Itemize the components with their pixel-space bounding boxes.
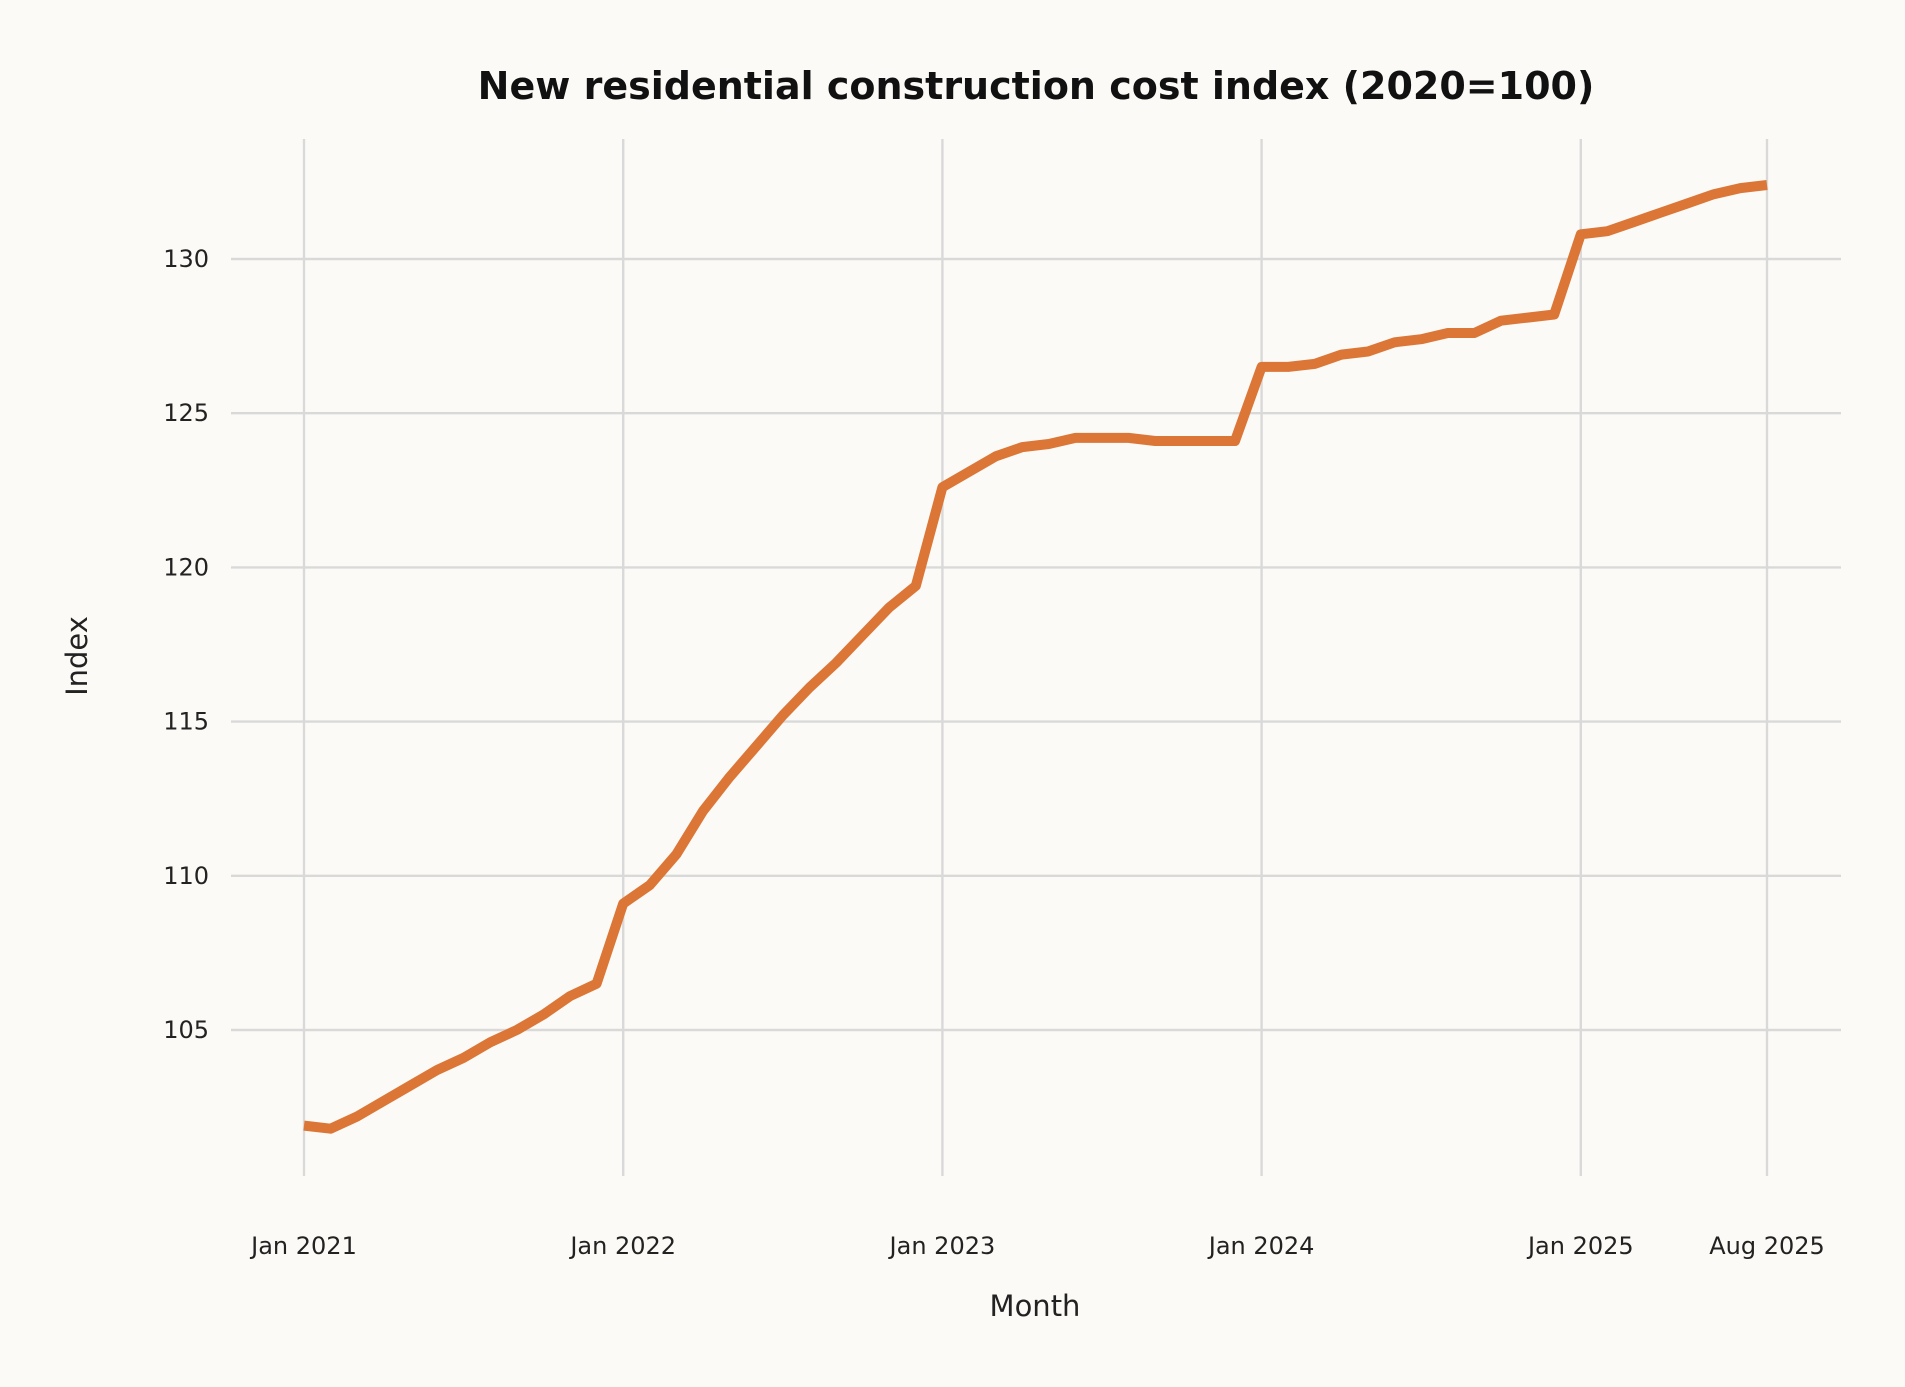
y-tick-label: 110 — [163, 862, 209, 890]
chart-title: New residential construction cost index … — [478, 64, 1595, 108]
x-tick-label: Jan 2021 — [249, 1232, 357, 1260]
horizontal-gridlines — [231, 257, 1841, 1032]
x-tick-label: Jan 2023 — [888, 1232, 996, 1260]
y-tick-label: 115 — [163, 708, 209, 736]
x-tick-labels: Jan 2021 Jan 2022 Jan 2023 Jan 2024 Jan 2025… — [249, 1232, 1825, 1260]
y-tick-label: 120 — [163, 553, 209, 581]
x-tick-label: Jan 2024 — [1207, 1232, 1315, 1260]
x-tick-label: Jan 2025 — [1526, 1232, 1634, 1260]
y-axis-label: Index — [60, 616, 94, 696]
series-line — [303, 180, 1768, 1134]
vertical-gridlines — [302, 139, 1769, 1176]
y-tick-label: 125 — [163, 399, 209, 427]
y-tick-label: 105 — [163, 1016, 209, 1044]
x-tick-label: Aug 2025 — [1709, 1232, 1825, 1260]
x-tick-label: Jan 2022 — [568, 1232, 676, 1260]
y-tick-labels: 105 110 115 120 125 130 — [163, 245, 209, 1044]
x-axis-label: Month — [990, 1289, 1081, 1323]
y-tick-label: 130 — [163, 245, 209, 273]
